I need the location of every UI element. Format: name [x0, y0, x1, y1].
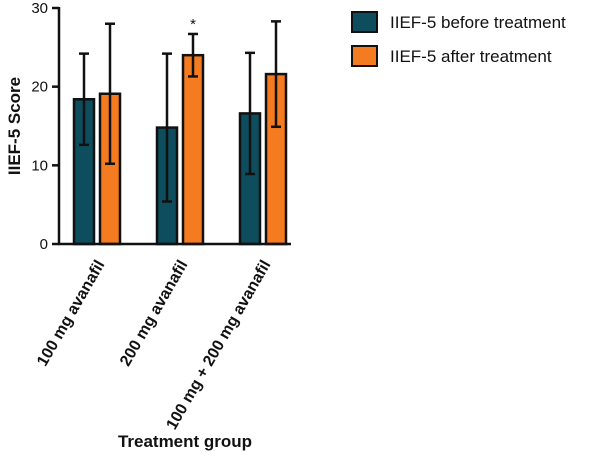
ticks-layer: 0 10 20 30	[31, 0, 59, 253]
x-category-label: 100 mg avanafil	[34, 258, 108, 370]
error-bar	[245, 51, 255, 176]
x-category-label: 200 mg avanafil	[117, 258, 191, 370]
significance-marker: *	[190, 16, 196, 33]
error-bar	[79, 52, 89, 147]
axes-layer	[57, 7, 291, 246]
error-bar	[105, 22, 115, 166]
y-axis-label: IIEF-5 Score	[5, 77, 24, 175]
error-bar	[188, 32, 198, 78]
legend: IIEF-5 before treatment IIEF-5 after trea…	[351, 11, 566, 67]
y-tick-label: 20	[31, 79, 48, 96]
bar-after-1	[181, 53, 205, 246]
x-axis-label: Treatment group	[118, 432, 252, 451]
y-tick-label: 10	[31, 157, 48, 174]
y-tick-label: 0	[40, 236, 48, 253]
error-bar	[271, 20, 281, 129]
error-bar	[162, 52, 172, 203]
legend-swatch-before	[351, 11, 378, 33]
bars-layer: *	[72, 16, 288, 246]
y-tick-label: 30	[31, 0, 48, 17]
legend-label-after: IIEF-5 after treatment	[390, 47, 552, 66]
legend-label-before: IIEF-5 before treatment	[390, 13, 566, 32]
legend-swatch-after	[351, 45, 378, 67]
